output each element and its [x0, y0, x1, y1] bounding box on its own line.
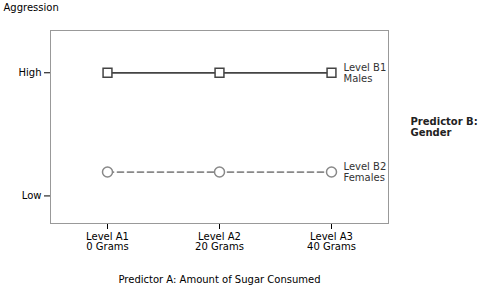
svg-text:Low: Low: [22, 190, 42, 201]
svg-text:Level A340 Grams: Level A340 Grams: [307, 231, 356, 252]
svg-text:Aggression: Aggression: [4, 2, 59, 13]
svg-text:Level A220 Grams: Level A220 Grams: [195, 231, 244, 252]
svg-text:Predictor B:Gender: Predictor B:Gender: [411, 116, 478, 138]
svg-text:Level B1Males: Level B1Males: [344, 62, 387, 84]
svg-text:Level B2Females: Level B2Females: [344, 161, 387, 183]
svg-text:Level A10 Grams: Level A10 Grams: [86, 231, 129, 252]
svg-text:Predictor A: Amount of Sugar C: Predictor A: Amount of Sugar Consumed: [118, 274, 320, 285]
svg-text:High: High: [19, 67, 42, 78]
